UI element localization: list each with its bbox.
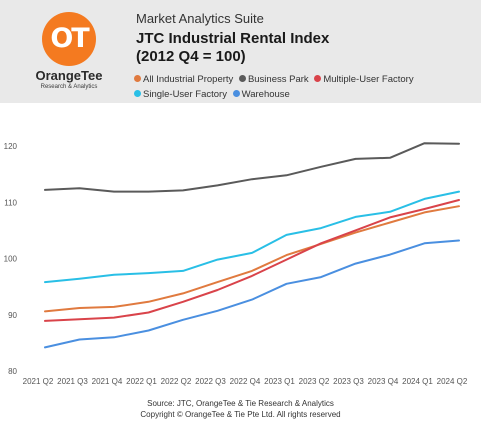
source-note: Source: JTC, OrangeTee & Tie Research & … xyxy=(147,399,334,408)
legend-swatch xyxy=(314,75,322,82)
legend-swatch xyxy=(232,90,240,97)
x-tick-label: 2024 Q1 xyxy=(402,377,433,386)
legend-swatch xyxy=(134,75,141,82)
x-tick-label: 2021 Q4 xyxy=(92,377,123,386)
legend-item-business-park[interactable]: Business Park xyxy=(238,72,309,87)
y-tick-label: 90 xyxy=(8,311,17,320)
legend-swatch xyxy=(134,90,141,97)
copyright-note: Copyright © OrangeTee & Tie Pte Ltd. All… xyxy=(140,410,341,419)
chart-title-line2: (2012 Q4 = 100) xyxy=(136,48,246,65)
x-tick-label: 2022 Q4 xyxy=(230,377,261,386)
y-tick-label: 120 xyxy=(4,142,18,151)
series-line-warehouse xyxy=(44,239,460,349)
legend-item-single-user-factory[interactable]: Single-User Factory xyxy=(134,87,227,102)
logo-wordmark: OrangeTee xyxy=(35,68,103,83)
legend-item-multiple-user-factory[interactable]: Multiple-User Factory xyxy=(314,72,414,87)
legend-swatch xyxy=(238,75,246,82)
suite-name: Market Analytics Suite xyxy=(136,11,264,26)
x-tick-label: 2022 Q1 xyxy=(126,377,157,386)
legend-label: Multiple-User Factory xyxy=(323,74,414,85)
orangetee-logo: OT xyxy=(42,12,96,66)
x-tick-label: 2024 Q2 xyxy=(437,377,468,386)
series-line-multiple-user-factory xyxy=(44,199,460,322)
chart-title: JTC Industrial Rental Index (2012 Q4 = 1… xyxy=(136,30,329,66)
y-tick-label: 80 xyxy=(8,367,17,376)
legend-item-all-industrial[interactable]: All Industrial Property xyxy=(134,72,233,87)
x-tick-label: 2021 Q3 xyxy=(57,377,88,386)
logo-tagline: Research & Analytics xyxy=(40,84,98,90)
y-tick-label: 110 xyxy=(4,198,17,207)
chart-legend: All Industrial Property Business Park Mu… xyxy=(134,72,474,102)
legend-label: Single-User Factory xyxy=(143,89,227,100)
x-tick-label: 2021 Q2 xyxy=(23,377,54,386)
x-tick-label: 2023 Q3 xyxy=(333,377,364,386)
x-tick-label: 2022 Q2 xyxy=(161,377,192,386)
y-tick-label: 100 xyxy=(4,255,18,264)
chart-title-line1: JTC Industrial Rental Index xyxy=(136,30,330,47)
series-line-all-industrial-property xyxy=(44,205,460,313)
x-tick-label: 2023 Q2 xyxy=(299,377,330,386)
legend-label: Business Park xyxy=(247,74,309,85)
x-tick-label: 2022 Q3 xyxy=(195,377,226,386)
legend-item-warehouse[interactable]: Warehouse xyxy=(232,87,290,102)
series-line-single-user-factory xyxy=(44,190,460,284)
legend-label: All Industrial Property xyxy=(143,74,234,85)
legend-label: Warehouse xyxy=(241,89,290,100)
header-banner: OT OrangeTee Research & Analytics Market… xyxy=(0,0,481,103)
series-line-business-park xyxy=(44,142,460,193)
x-tick-label: 2023 Q4 xyxy=(368,377,399,386)
chart-footer: Source: JTC, OrangeTee & Tie Research & … xyxy=(0,398,481,420)
x-tick-label: 2023 Q1 xyxy=(264,377,295,386)
